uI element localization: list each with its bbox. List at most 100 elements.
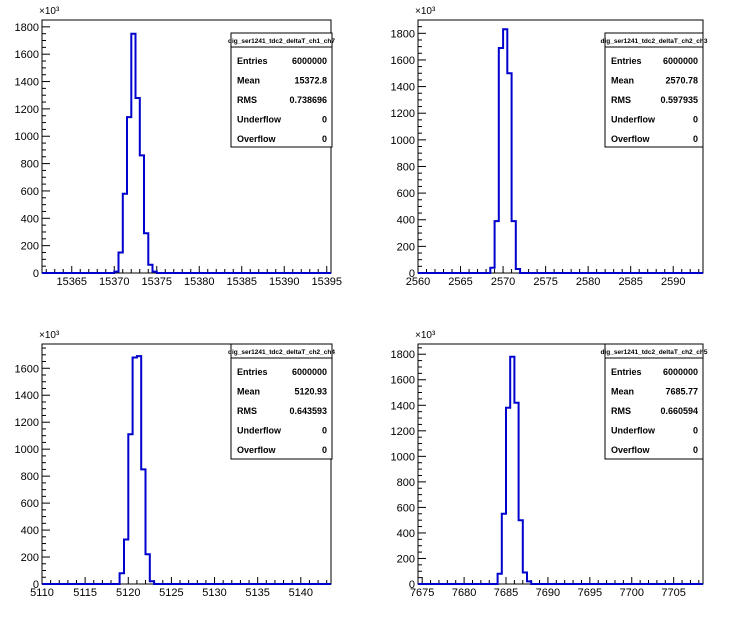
histogram-bin xyxy=(148,265,152,273)
histogram-bin xyxy=(124,540,128,584)
stats-title: dig_ser1241_tdc2_deltaT_ch2_ch4 xyxy=(228,349,335,356)
histogram-line xyxy=(42,355,331,585)
y-tick-label: 400 xyxy=(21,213,39,225)
histogram-bin xyxy=(519,520,523,584)
y-tick-label: 200 xyxy=(397,241,415,253)
stats-box: dig_ser1241_tdc2_deltaT_ch2_ch3 Entries 60… xyxy=(601,32,708,148)
x-tick-label: 7675 xyxy=(410,587,434,599)
stats-value: 7685.77 xyxy=(665,387,698,397)
histogram-panel-2: ×10³ 2560 2565 2570 2575 2580 2585 2590 0 200 400 6… xyxy=(391,6,708,288)
y-tick-label: 800 xyxy=(21,159,39,171)
x-tick-label: 2570 xyxy=(491,276,515,288)
stats-label: Underflow xyxy=(611,115,656,125)
stats-label: RMS xyxy=(237,406,257,416)
histogram-bin xyxy=(133,357,137,584)
x-tick-label: 2580 xyxy=(576,276,600,288)
histogram-bin xyxy=(527,581,531,584)
y-tick-label: 1200 xyxy=(15,417,39,429)
stats-value: 15372.8 xyxy=(294,76,327,86)
histogram-bin xyxy=(123,194,127,273)
histogram-bin xyxy=(495,221,499,273)
stats-label: Mean xyxy=(611,76,634,86)
y-tick-label: 1200 xyxy=(391,108,415,120)
histogram-bin xyxy=(498,574,502,584)
histogram-bin xyxy=(119,252,123,273)
stats-title: dig_ser1241_tdc2_deltaT_ch2_ch3 xyxy=(601,38,708,45)
stats-label: Mean xyxy=(237,76,260,86)
x-tick-label: 7705 xyxy=(661,587,685,599)
stats-value: 0.597935 xyxy=(660,95,698,105)
y-multiplier-label: ×10³ xyxy=(39,330,60,341)
y-tick-label: 1800 xyxy=(391,349,415,361)
y-tick-label: 1000 xyxy=(391,451,415,463)
y-tick-label: 400 xyxy=(397,215,415,227)
y-tick-label: 800 xyxy=(397,477,415,489)
histogram-bin xyxy=(512,221,516,273)
histogram-bin xyxy=(150,581,154,584)
y-tick-label: 1600 xyxy=(391,55,415,67)
stats-value: 0 xyxy=(322,445,327,455)
y-tick-label: 800 xyxy=(397,161,415,173)
stats-title: dig_ser1241_tdc2_deltaT_ch1_ch7 xyxy=(228,38,335,45)
stats-value: 0 xyxy=(322,115,327,125)
stats-value: 5120.93 xyxy=(294,387,327,397)
y-tick-label: 1000 xyxy=(15,444,39,456)
stats-value: 0.643593 xyxy=(289,406,327,416)
stats-value: 0.738696 xyxy=(289,95,327,105)
histogram-line xyxy=(42,32,331,274)
x-tick-label: 7695 xyxy=(578,587,602,599)
y-tick-label: 600 xyxy=(21,186,39,198)
stats-label: Entries xyxy=(237,367,268,377)
y-tick-label: 1000 xyxy=(391,135,415,147)
x-tick-label: 2565 xyxy=(448,276,472,288)
y-tick-label: 400 xyxy=(21,525,39,537)
y-tick-label: 1400 xyxy=(15,390,39,402)
histogram-bin xyxy=(523,573,527,584)
y-tick-label: 1600 xyxy=(15,49,39,61)
x-tick-label: 2585 xyxy=(618,276,642,288)
histogram-bin xyxy=(514,403,518,584)
stats-value: 6000000 xyxy=(292,56,327,66)
stats-label: Overflow xyxy=(237,134,277,144)
y-tick-label: 1600 xyxy=(391,375,415,387)
histogram-bin xyxy=(144,233,148,273)
stats-value: 0 xyxy=(693,134,698,144)
histogram-bin xyxy=(140,155,144,273)
y-tick-label: 600 xyxy=(397,502,415,514)
x-tick-label: 5120 xyxy=(116,587,140,599)
y-multiplier-label: ×10³ xyxy=(415,330,436,341)
histogram-bin xyxy=(141,469,145,584)
stats-box-frame xyxy=(604,343,704,460)
stats-label: Overflow xyxy=(611,134,651,144)
y-tick-label: 800 xyxy=(21,471,39,483)
stats-value: 0 xyxy=(322,426,327,436)
x-tick-label: 5140 xyxy=(289,587,313,599)
x-tick-label: 5115 xyxy=(73,587,97,599)
stats-label: Mean xyxy=(237,387,260,397)
x-tick-label: 7680 xyxy=(452,587,476,599)
x-tick-label: 15390 xyxy=(269,276,300,288)
stats-box-frame xyxy=(230,343,333,460)
stats-value: 0.660594 xyxy=(660,406,698,416)
stats-value: 6000000 xyxy=(292,367,327,377)
stats-label: Underflow xyxy=(611,426,656,436)
y-tick-label: 200 xyxy=(21,552,39,564)
histogram-bin xyxy=(120,573,124,584)
x-tick-label: 7690 xyxy=(536,587,560,599)
histogram-bin xyxy=(506,408,510,584)
x-tick-label: 7685 xyxy=(494,587,518,599)
stats-label: Mean xyxy=(611,387,634,397)
y-tick-label: 1800 xyxy=(15,22,39,34)
stats-label: Overflow xyxy=(237,445,277,455)
y-tick-label: 0 xyxy=(409,579,415,591)
histogram-bin xyxy=(136,98,140,273)
stats-label: RMS xyxy=(611,95,631,105)
stats-value: 0 xyxy=(693,426,698,436)
y-tick-label: 400 xyxy=(397,528,415,540)
histogram-bin xyxy=(153,272,157,273)
x-tick-label: 15385 xyxy=(226,276,257,288)
histogram-bin xyxy=(503,29,507,273)
histogram-bin xyxy=(499,48,503,273)
stats-box: dig_ser1241_tdc2_deltaT_ch2_ch5 Entries 60… xyxy=(601,343,708,460)
